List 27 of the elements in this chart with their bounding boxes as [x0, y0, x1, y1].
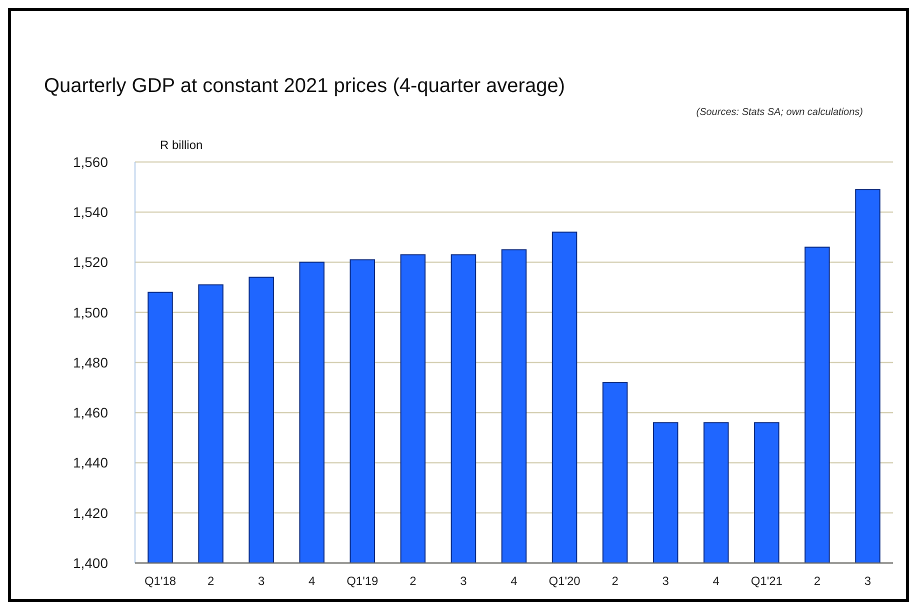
x-tick-label: 3 [460, 574, 468, 588]
x-tick-label: 2 [612, 574, 619, 588]
x-tick-label: 3 [258, 574, 265, 588]
x-tick-label: Q1'19 [346, 574, 379, 588]
y-tick-label: 1,400 [72, 554, 108, 571]
x-tick-label: 2 [814, 574, 821, 588]
y-tick-label: 1,500 [72, 304, 108, 320]
y-tick-label: 1,520 [72, 254, 108, 270]
y-tick-label: 1,480 [72, 354, 108, 370]
x-tick-label: 2 [207, 574, 214, 588]
x-tick-label: Q1'20 [548, 574, 581, 588]
x-tick-label: 4 [510, 574, 518, 588]
x-tick-label: Q1'18 [144, 574, 176, 588]
x-tick-label: 2 [410, 574, 417, 588]
x-tick-label: 3 [662, 574, 670, 588]
text: (Sources: Stats SA; own calculations) [696, 107, 863, 118]
y-tick-label: 1,560 [72, 154, 108, 170]
y-tick-label: 1,440 [72, 454, 108, 471]
x-tick-label: 3 [864, 574, 872, 588]
y-axis-title: R billion [160, 138, 203, 152]
y-tick-label: 1,460 [72, 404, 108, 421]
y-tick-label: 1,540 [72, 204, 108, 220]
x-tick-label: Q1'21 [750, 574, 783, 588]
x-tick-label: 4 [712, 574, 720, 588]
y-tick-label: 1,420 [72, 504, 108, 521]
x-tick-label: 4 [308, 574, 316, 588]
chart-title: Quarterly GDP at constant 2021 prices (4-quarter average) [44, 75, 565, 97]
